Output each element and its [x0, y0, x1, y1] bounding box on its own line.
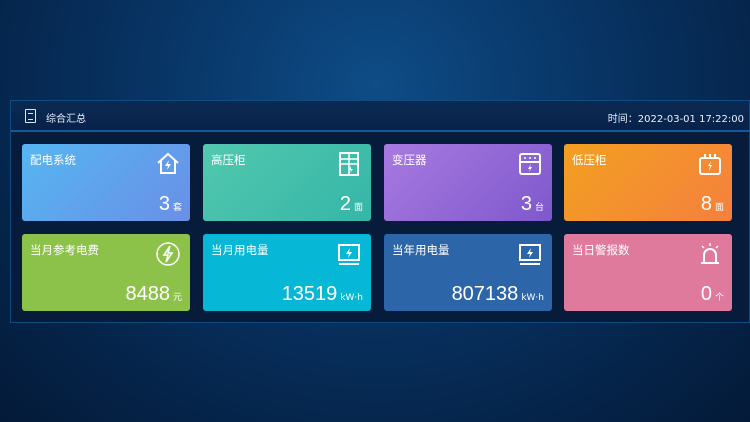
timestamp: 时间：2022-03-01 17:22:00 — [608, 110, 744, 125]
house-lightning-icon — [157, 152, 179, 174]
card-unit: 台 — [534, 203, 544, 213]
card-unit: kW·h — [340, 293, 363, 303]
card-number: 8488 — [125, 283, 170, 305]
card-number: 0 — [700, 283, 712, 305]
monitor-lightning-icon — [519, 244, 541, 265]
card-label: 当年用电量 — [392, 243, 450, 257]
battery-icon — [699, 154, 721, 175]
card-value: 8488 元 — [125, 283, 182, 306]
time-value: 2022-03-01 17:22:00 — [637, 114, 744, 125]
card-label: 变压器 — [392, 153, 427, 167]
card-number: 3 — [158, 193, 170, 215]
card-unit: kW·h — [521, 293, 544, 303]
lightning-circle-icon — [156, 242, 180, 266]
stat-card[interactable]: 当月参考电费 8488 元 — [22, 234, 190, 311]
panel-title: 综合汇总 — [46, 114, 86, 125]
document-icon — [25, 109, 36, 123]
card-number: 3 — [520, 193, 532, 215]
stat-card[interactable]: 当月用电量 13519 kW·h — [203, 234, 371, 311]
card-number: 2 — [339, 193, 351, 215]
monitor-lightning-icon — [338, 244, 360, 265]
card-unit: 套 — [172, 203, 182, 213]
card-number: 8 — [700, 193, 712, 215]
cabinet-icon — [339, 152, 359, 176]
card-label: 配电系统 — [30, 153, 76, 167]
card-label: 高压柜 — [211, 153, 246, 167]
card-value: 807138 kW·h — [452, 283, 544, 306]
card-unit: 个 — [714, 293, 724, 303]
card-unit: 面 — [714, 203, 724, 213]
transformer-icon — [519, 153, 541, 175]
card-label: 低压柜 — [572, 153, 607, 167]
alarm-icon — [701, 243, 719, 264]
stat-card[interactable]: 当年用电量 807138 kW·h — [384, 234, 552, 311]
card-number: 13519 — [281, 283, 338, 305]
card-unit: 元 — [172, 293, 182, 303]
card-label: 当月参考电费 — [30, 243, 99, 257]
card-value: 13519 kW·h — [282, 283, 363, 306]
time-label: 时间： — [607, 114, 638, 125]
card-label: 当日警报数 — [572, 243, 630, 257]
card-number: 807138 — [451, 283, 519, 305]
card-label: 当月用电量 — [211, 243, 269, 257]
panel-header: 综合汇总 时间：2022-03-01 17:22:00 — [11, 101, 749, 132]
card-unit: 面 — [353, 203, 363, 213]
